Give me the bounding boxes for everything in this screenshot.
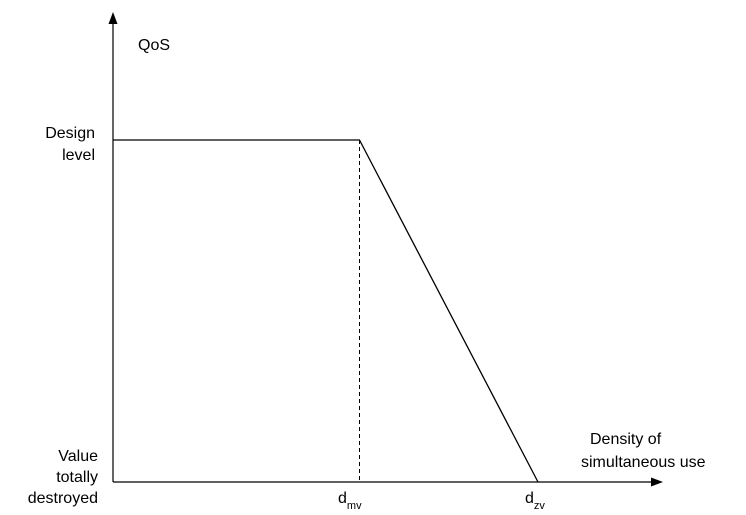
destroyed-label-line1: Value — [58, 448, 98, 465]
axes — [108, 12, 663, 487]
y-axis-arrow — [108, 12, 118, 24]
x-axis-arrow — [651, 477, 663, 487]
x-tick-dzv-base: d — [525, 490, 534, 507]
design-level-label-line2: level — [62, 147, 95, 164]
design-level-label-line1: Design — [45, 125, 95, 142]
x-tick-dzv: dzv — [525, 490, 545, 512]
x-axis-label-line2: simultaneous use — [581, 454, 706, 471]
x-tick-dmv-base: d — [338, 490, 347, 507]
x-tick-dmv-sub: mv — [347, 500, 362, 512]
destroyed-label-line2: totally — [56, 469, 98, 486]
x-tick-dzv-sub: zv — [534, 500, 546, 512]
qos-curve — [113, 139, 539, 483]
destroyed-label-line3: destroyed — [28, 490, 98, 507]
x-axis-label-line1: Density of — [590, 431, 662, 448]
x-tick-dmv: dmv — [338, 490, 362, 512]
y-axis-label: QoS — [138, 37, 170, 54]
